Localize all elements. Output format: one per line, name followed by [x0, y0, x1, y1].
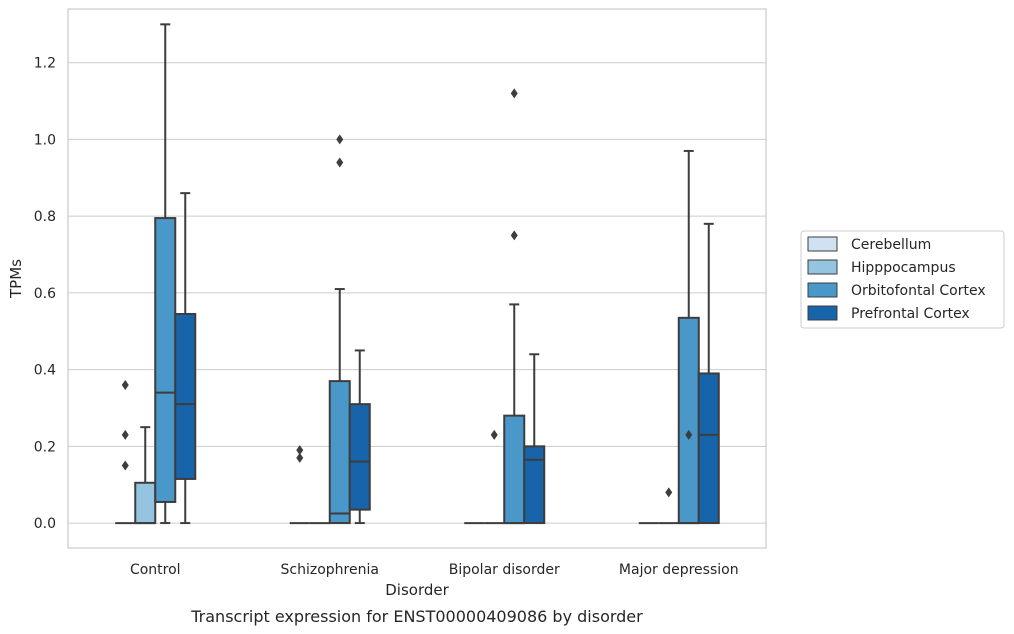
outlier-point	[490, 429, 498, 440]
outlier-point	[121, 429, 129, 440]
box	[174, 312, 197, 480]
legend-label: Hipppocampus	[851, 260, 956, 276]
box-marks	[115, 23, 720, 525]
box-group	[503, 88, 526, 525]
legend-item: Orbitofontal Cortex	[807, 282, 986, 299]
outlier-point	[336, 134, 344, 145]
box-group	[484, 429, 505, 525]
box	[154, 217, 177, 503]
box-group	[697, 222, 720, 525]
outlier-point	[665, 487, 673, 498]
x-tick-label: Major depression	[619, 562, 739, 578]
outlier-point	[336, 157, 344, 168]
x-tick-label: Schizophrenia	[281, 562, 379, 578]
y-tick-label: 0.0	[34, 516, 56, 532]
box-group	[348, 349, 371, 525]
y-tick-label: 1.0	[34, 132, 56, 148]
outlier-point	[510, 230, 518, 241]
legend-swatch	[807, 305, 838, 321]
outlier-point	[121, 460, 129, 471]
legend-swatch	[807, 259, 838, 275]
legend: Cerebellum Hipppocampus Orbitofontal Corte…	[800, 230, 1005, 329]
legend-item: Cerebellum	[807, 236, 931, 253]
y-tick-label: 0.6	[34, 286, 56, 302]
legend-item: Prefrontal Cortex	[807, 305, 970, 322]
outlier-point	[121, 379, 129, 390]
outlier-point	[296, 445, 304, 456]
legend-swatch	[807, 236, 838, 252]
legend-swatch	[807, 282, 838, 298]
box-group	[658, 487, 679, 525]
legend-label: Orbitofontal Cortex	[851, 283, 986, 299]
legend-frame	[800, 230, 1005, 329]
box	[697, 372, 720, 525]
y-axis: 0.0 0.2 0.4 0.6 0.8 1.0 1.2	[34, 56, 56, 532]
legend-label: Prefrontal Cortex	[851, 306, 970, 322]
x-tick-label: Bipolar disorder	[449, 562, 560, 578]
legend-item: Hipppocampus	[807, 259, 956, 276]
box-group	[174, 192, 197, 525]
box-group	[289, 445, 310, 525]
box	[328, 380, 351, 525]
box	[134, 481, 157, 525]
box	[677, 316, 700, 525]
chart-caption: Transcript expression for ENST0000040908…	[190, 607, 643, 626]
x-axis-title: Disorder	[385, 581, 449, 599]
box-group	[115, 379, 136, 525]
x-tick-label: Control	[130, 562, 181, 578]
y-tick-label: 0.8	[34, 209, 56, 225]
plot-frame	[67, 8, 767, 549]
outlier-point	[296, 452, 304, 463]
y-tick-label: 1.2	[34, 56, 56, 72]
y-tick-label: 0.4	[34, 363, 56, 379]
legend-label: Cerebellum	[851, 237, 931, 253]
y-tick-label: 0.2	[34, 439, 56, 455]
x-axis: Control Schizophrenia Bipolar disorder Majo…	[130, 562, 739, 578]
box-group	[523, 353, 546, 525]
box	[523, 445, 546, 525]
box	[348, 403, 371, 511]
box-group	[154, 23, 177, 525]
y-axis-title: TPMs	[7, 259, 25, 299]
outlier-point	[510, 88, 518, 99]
outlier-point	[685, 429, 693, 440]
box	[503, 414, 526, 525]
